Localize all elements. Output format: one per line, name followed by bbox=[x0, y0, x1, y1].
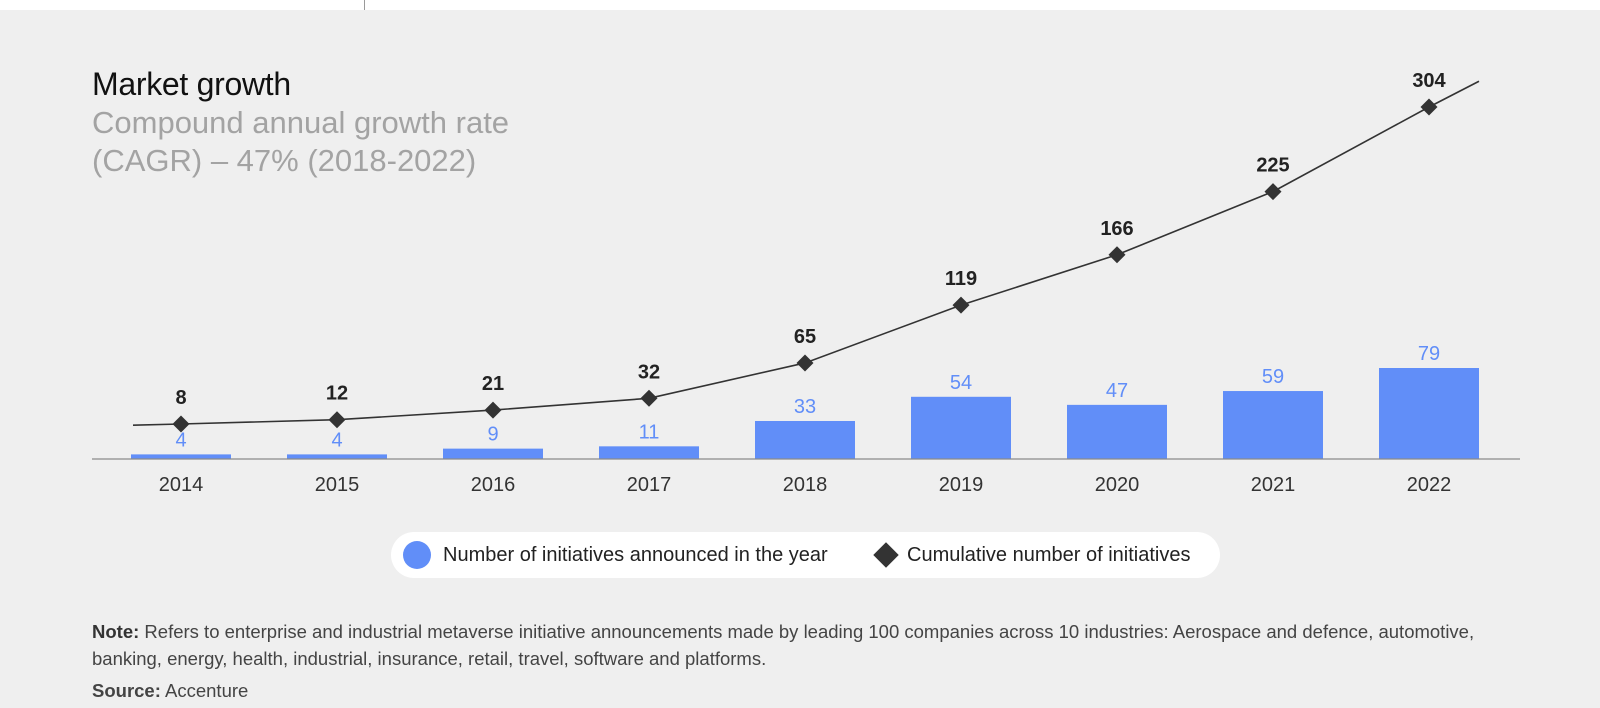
bar-2022 bbox=[1379, 368, 1479, 459]
cumulative-value-label-2016: 21 bbox=[482, 373, 504, 395]
bar-2021 bbox=[1223, 391, 1323, 459]
bar-value-label-2015: 4 bbox=[331, 429, 342, 451]
footnote: Note: Refers to enterprise and industria… bbox=[92, 618, 1492, 672]
top-divider bbox=[364, 0, 365, 10]
source-label: Source: bbox=[92, 680, 161, 701]
cumulative-value-label-2017: 32 bbox=[638, 361, 660, 383]
cumulative-value-label-2021: 225 bbox=[1256, 155, 1289, 177]
x-tick-label-2019: 2019 bbox=[939, 474, 984, 496]
note-text: Refers to enterprise and industrial meta… bbox=[92, 621, 1475, 669]
cumulative-marker-2015 bbox=[328, 411, 346, 429]
bar-2018 bbox=[755, 420, 855, 459]
cumulative-marker-2016 bbox=[484, 401, 502, 419]
bar-2017 bbox=[599, 446, 699, 459]
cumulative-marker-2014 bbox=[172, 415, 190, 433]
bar-2015 bbox=[287, 454, 387, 459]
cumulative-marker-2018 bbox=[796, 354, 814, 372]
bar-2019 bbox=[911, 396, 1011, 459]
x-tick-label-2021: 2021 bbox=[1251, 474, 1296, 496]
bar-value-label-2016: 9 bbox=[487, 424, 498, 446]
legend-swatch-bar bbox=[403, 541, 431, 569]
bar-value-label-2020: 47 bbox=[1106, 380, 1128, 402]
bar-2014 bbox=[131, 454, 231, 459]
cumulative-marker-2019 bbox=[952, 296, 970, 314]
x-tick-label-2020: 2020 bbox=[1095, 474, 1140, 496]
cumulative-value-label-2022: 304 bbox=[1412, 70, 1446, 92]
cumulative-marker-2021 bbox=[1264, 183, 1282, 201]
source-line: Source: Accenture bbox=[92, 680, 248, 702]
x-tick-label-2018: 2018 bbox=[783, 474, 828, 496]
legend: Number of initiatives announced in the y… bbox=[391, 532, 1220, 578]
legend-label-bars: Number of initiatives announced in the y… bbox=[443, 543, 828, 566]
chart-card bbox=[0, 10, 1600, 708]
x-tick-label-2022: 2022 bbox=[1407, 474, 1452, 496]
bar-value-label-2014: 4 bbox=[175, 429, 186, 451]
legend-label-line: Cumulative number of initiatives bbox=[907, 543, 1191, 566]
legend-swatch-diamond bbox=[873, 542, 899, 568]
legend-item-line: Cumulative number of initiatives bbox=[871, 532, 1190, 578]
bar-value-label-2021: 59 bbox=[1262, 366, 1284, 388]
legend-item-bars: Number of initiatives announced in the y… bbox=[403, 532, 828, 578]
cumulative-value-label-2015: 12 bbox=[326, 383, 348, 405]
cumulative-marker-2022 bbox=[1420, 98, 1438, 116]
cumulative-value-label-2020: 166 bbox=[1100, 218, 1133, 240]
x-tick-label-2014: 2014 bbox=[159, 474, 204, 496]
chart-subtitle: Compound annual growth rate (CAGR) – 47%… bbox=[92, 105, 510, 178]
x-tick-label-2017: 2017 bbox=[627, 474, 672, 496]
cumulative-marker-2017 bbox=[640, 389, 658, 407]
chart-title: Market growth bbox=[92, 66, 291, 102]
bar-value-label-2022: 79 bbox=[1418, 343, 1440, 365]
note-label: Note: bbox=[92, 621, 140, 642]
cumulative-value-label-2018: 65 bbox=[794, 326, 816, 348]
x-tick-label-2015: 2015 bbox=[315, 474, 360, 496]
x-tick-label-2016: 2016 bbox=[471, 474, 516, 496]
bar-2016 bbox=[443, 448, 543, 459]
bar-value-label-2019: 54 bbox=[950, 372, 972, 394]
bar-2020 bbox=[1067, 404, 1167, 459]
cumulative-value-label-2014: 8 bbox=[175, 387, 186, 409]
bar-value-label-2018: 33 bbox=[794, 396, 816, 418]
cumulative-marker-2020 bbox=[1108, 246, 1126, 264]
cumulative-value-label-2019: 119 bbox=[945, 268, 977, 290]
source-text: Accenture bbox=[165, 680, 249, 701]
bar-value-label-2017: 11 bbox=[639, 421, 660, 443]
